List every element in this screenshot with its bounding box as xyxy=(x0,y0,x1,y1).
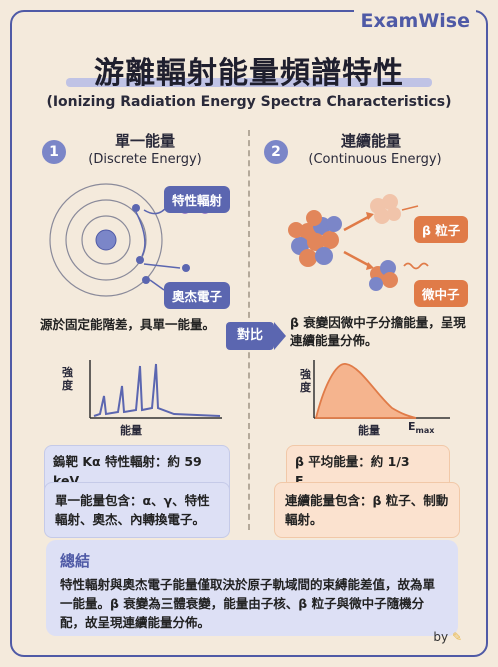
page-frame xyxy=(10,10,488,657)
atom-diagram xyxy=(49,183,211,297)
beta-particle-label: β 粒子 xyxy=(414,216,469,243)
neutrino-label: 微中子 xyxy=(414,280,468,307)
continuous-spectrum-chart xyxy=(313,360,450,419)
section-2-title: 連續能量 xyxy=(340,132,401,150)
discrete-includes-note: 單一能量包含：α、γ、特性輻射、奧杰、內轉換電子。 xyxy=(44,482,230,538)
compare-arrow: 對比 xyxy=(226,322,286,350)
section-2-subtitle: (Continuous Energy) xyxy=(308,152,442,167)
beta-decay-diagram xyxy=(288,194,429,291)
auger-electron-label: 奧杰電子 xyxy=(164,282,231,309)
byline: by ✎ xyxy=(433,630,462,644)
brand-logo: ExamWise xyxy=(354,10,476,32)
section-1-subtitle: (Discrete Energy) xyxy=(88,152,202,167)
continuous-x-label: 能量 xyxy=(358,424,380,437)
emax-label: Emax xyxy=(408,420,435,436)
summary-box: 總結 特性輻射與奧杰電子能量僅取決於原子軌域間的束縛能差值，故為單一能量。β 衰… xyxy=(46,540,458,636)
discrete-x-label: 能量 xyxy=(120,424,142,437)
continuous-includes-note: 連續能量包含：β 粒子、制動輻射。 xyxy=(274,482,460,538)
continuous-description: β 衰變因微中子分擔能量，呈現連續能量分佈。 xyxy=(290,315,466,348)
section-1-number: 1 xyxy=(42,140,66,164)
title-highlight xyxy=(66,78,432,87)
continuous-y-label: 強度 xyxy=(300,368,311,394)
characteristic-radiation-label: 特性輻射 xyxy=(164,186,231,213)
discrete-spectrum-chart xyxy=(89,360,222,419)
discrete-y-label: 強度 xyxy=(62,366,73,392)
summary-text: 特性輻射與奧杰電子能量僅取決於原子軌域間的束縛能差值，故為單一能量。β 衰變為三… xyxy=(60,577,436,630)
author-logo-icon: ✎ xyxy=(451,630,462,644)
section-2-number: 2 xyxy=(264,140,288,164)
discrete-description: 源於固定能階差，具單一能量。 xyxy=(40,317,216,332)
section-1-title: 單一能量 xyxy=(114,132,175,150)
summary-title: 總結 xyxy=(60,552,91,570)
page-title: 游離輻射能量頻譜特性 xyxy=(94,56,404,91)
page-subtitle: (Ionizing Radiation Energy Spectra Chara… xyxy=(46,94,452,110)
